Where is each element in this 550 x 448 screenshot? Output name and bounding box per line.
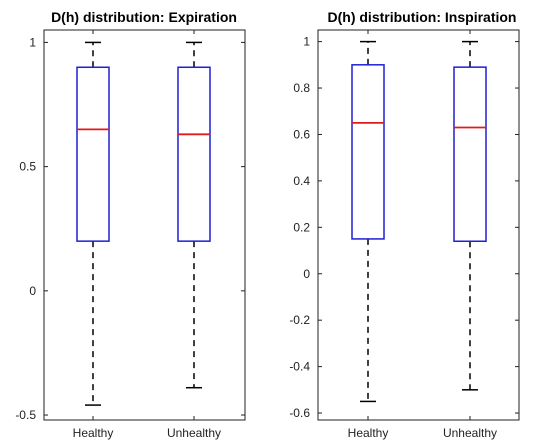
y-tick-label: 1 xyxy=(303,35,310,49)
box-healthy xyxy=(76,41,110,406)
iqr-box xyxy=(76,66,110,242)
y-tick-label: 0.6 xyxy=(293,127,310,141)
x-tick-label: Unhealthy xyxy=(443,426,497,440)
box-unhealthy xyxy=(177,41,211,389)
y-tick-label: -0.5 xyxy=(15,408,36,422)
box-unhealthy xyxy=(453,40,487,391)
x-tick-label: Healthy xyxy=(73,426,114,440)
y-tick-label: 0.8 xyxy=(293,81,310,95)
y-tick-label: -0.2 xyxy=(289,313,310,327)
iqr-box xyxy=(453,66,487,243)
y-tick-label: 1 xyxy=(29,35,36,49)
y-tick-label: 0.4 xyxy=(293,174,310,188)
y-tick-label: 0 xyxy=(303,267,310,281)
x-tick-label: Unhealthy xyxy=(167,426,221,440)
chart-title: D(h) distribution: Inspiration xyxy=(328,9,517,25)
box-healthy xyxy=(351,40,385,403)
plot-frame xyxy=(317,29,520,421)
chart-panel-2: D(h) distribution: Inspiration -0.6 -0.4 -0… xyxy=(289,9,520,440)
y-tick-label: 0 xyxy=(29,284,36,298)
chart-panel-1: D(h) distribution: Expiration -0.5 0 0.5 1 He… xyxy=(15,9,246,440)
x-tick-label: Healthy xyxy=(348,426,389,440)
iqr-box xyxy=(177,66,211,242)
chart-title: D(h) distribution: Expiration xyxy=(51,9,237,25)
y-tick-label: -0.4 xyxy=(289,360,310,374)
plot-frame xyxy=(43,29,246,421)
y-tick-label: -0.6 xyxy=(289,406,310,420)
iqr-box xyxy=(351,64,385,240)
y-tick-label: 0.5 xyxy=(19,160,36,174)
y-tick-label: 0.2 xyxy=(293,220,310,234)
